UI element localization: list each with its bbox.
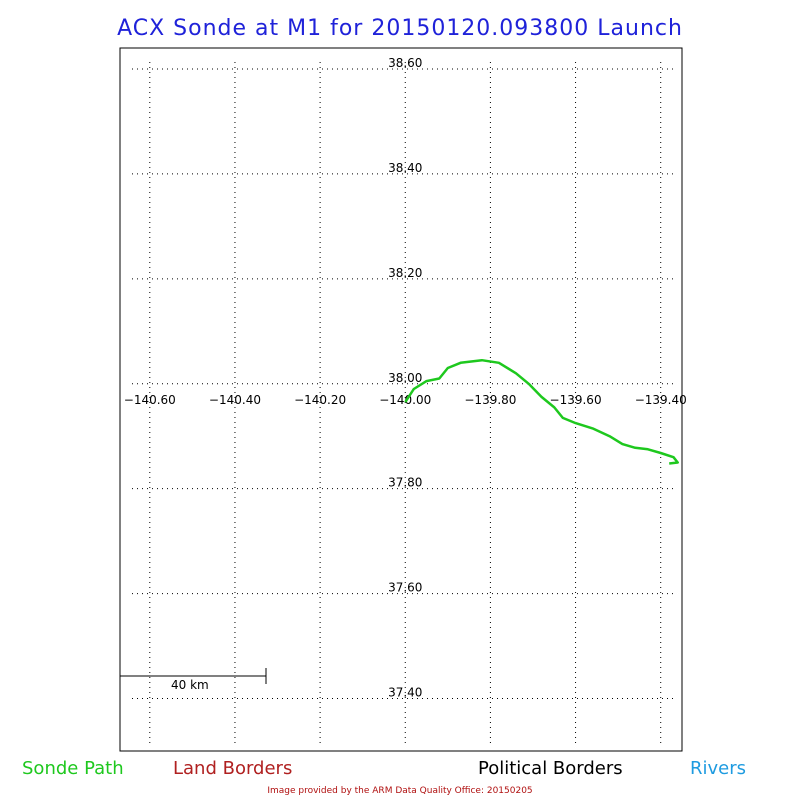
longitude-label: −140.60 — [124, 393, 176, 407]
longitude-label: −139.40 — [635, 393, 687, 407]
legend-sonde-path: Sonde Path — [22, 758, 124, 779]
legend-rivers: Rivers — [690, 758, 747, 779]
legend-land-borders: Land Borders — [173, 758, 293, 779]
credit-text: Image provided by the ARM Data Quality O… — [267, 786, 533, 796]
legend-political-borders: Political Borders — [478, 758, 623, 779]
graticule-labels: −140.60 −140.40 −140.20 −140.00 −139.80 −139.… — [124, 56, 687, 700]
graticule — [132, 62, 674, 745]
latitude-label: 37.80 — [388, 476, 422, 490]
longitude-label: −140.00 — [379, 393, 431, 407]
longitude-label: −140.40 — [209, 393, 261, 407]
longitude-label: −140.20 — [294, 393, 346, 407]
map-title: ACX Sonde at M1 for 20150120.093800 Laun… — [117, 16, 683, 41]
map-frame — [119, 47, 683, 752]
latitude-label: 37.60 — [388, 581, 422, 595]
latitude-label: 38.40 — [388, 161, 422, 175]
latitude-label: 38.20 — [388, 266, 422, 280]
latitude-label: 37.40 — [388, 686, 422, 700]
longitude-label: −139.60 — [550, 393, 602, 407]
sonde-path-line — [404, 358, 679, 465]
latitude-label: 38.60 — [388, 56, 422, 70]
latitude-label: 38.00 — [388, 371, 422, 385]
scale-bar-label: 40 km — [171, 678, 209, 692]
longitude-label: −139.80 — [464, 393, 516, 407]
scale-bar: 40 km — [120, 668, 267, 692]
